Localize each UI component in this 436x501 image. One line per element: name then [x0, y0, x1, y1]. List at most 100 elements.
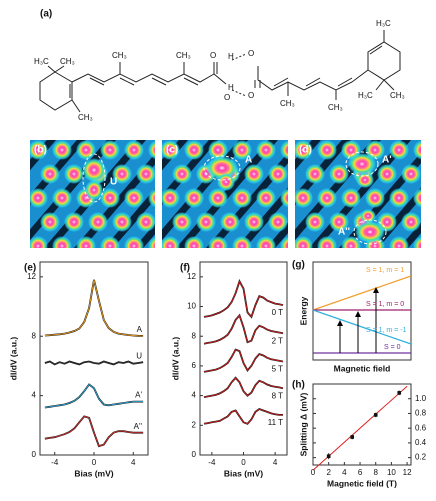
stm-spot — [317, 188, 337, 208]
stm-spot — [162, 188, 180, 208]
series-label: 2 T — [272, 336, 284, 345]
x-tick-label: 0 — [241, 458, 246, 467]
y-tick-label: 0.8 — [415, 409, 427, 418]
panel-label: (c) — [166, 145, 178, 156]
stm-spot — [413, 188, 421, 208]
series-label: 0 T — [272, 308, 284, 317]
y-tick-label: 10 — [187, 302, 196, 311]
stm-spot — [124, 236, 144, 248]
atom-label: CH₃ — [280, 99, 295, 108]
stm-spot — [30, 188, 48, 208]
stm-spot — [124, 188, 144, 208]
atom-label: H₃C — [376, 19, 391, 28]
stm-spot — [280, 236, 288, 248]
x-tick-label: 6 — [358, 468, 363, 477]
stm-spot — [112, 212, 132, 232]
stm-spot — [136, 212, 155, 232]
series-label: A' — [135, 391, 142, 400]
stm-spot — [148, 236, 155, 248]
y-axis-label: dI/dV (a.u.) — [170, 337, 180, 381]
y-tick-label: 8 — [192, 331, 197, 340]
panel-label: (b) — [34, 145, 47, 156]
atom-labels: H₃C CH₃ CH₃ CH₃ CH₃ O H O H O O CH₃ CH₃ … — [34, 19, 405, 122]
atom-label: O — [224, 93, 230, 102]
stm-spot — [196, 212, 216, 232]
atom-label: CH₃ — [328, 103, 343, 112]
stm-spot — [40, 164, 60, 184]
stm-spot — [52, 236, 72, 248]
stm-image — [30, 140, 155, 248]
x-tick-label: 4 — [131, 458, 136, 467]
stm-spot — [148, 188, 155, 208]
stm-molecule — [217, 173, 235, 191]
stm-spot — [341, 188, 361, 208]
stm-spot — [172, 164, 192, 184]
stm-spot — [280, 140, 288, 160]
stm-spot — [295, 140, 313, 160]
stm-spot — [305, 212, 325, 232]
x-axis-label: Magnetic field (T) — [327, 478, 397, 488]
y-tick-label: 4 — [32, 391, 37, 400]
data-line — [44, 415, 144, 448]
stm-spot — [329, 164, 349, 184]
panel-label: (g) — [292, 260, 305, 271]
series-label: U — [136, 351, 142, 360]
stm-image — [162, 140, 288, 248]
stm-spot — [100, 140, 120, 160]
stm-spot — [64, 164, 84, 184]
x-tick-label: -4 — [208, 458, 216, 467]
marker-label: A — [245, 155, 252, 166]
y-tick-label: 0 — [192, 450, 197, 459]
stm-spot — [317, 236, 337, 248]
atom-label: H₃C — [358, 91, 373, 100]
stm-trench — [398, 222, 421, 248]
fit-line — [203, 349, 284, 373]
marker-label: U — [110, 177, 117, 188]
y-tick-label: 0.2 — [415, 453, 427, 462]
stm-spot — [64, 212, 84, 232]
atom-label: O — [210, 51, 216, 60]
point — [326, 454, 331, 458]
stm-spot — [232, 140, 252, 160]
panel-label: (a) — [40, 9, 52, 20]
stm-spot — [256, 188, 276, 208]
stm-spot — [184, 140, 204, 160]
y-tick-label: 1.0 — [415, 394, 427, 403]
stm-spot — [377, 164, 397, 184]
y-tick-label: 8 — [32, 331, 37, 340]
y-tick-label: 6 — [192, 361, 197, 370]
stm-spot — [389, 140, 409, 160]
stm-spot — [124, 140, 144, 160]
fit-line — [203, 314, 284, 345]
series-label: 8 T — [272, 391, 284, 400]
stm-spot — [162, 140, 180, 160]
level-label: S = 1, m = 0 — [366, 301, 404, 308]
x-tick-label: 0 — [311, 468, 316, 477]
stm-spot — [413, 140, 421, 160]
atom-label: CH₃ — [78, 113, 93, 122]
stm-spot — [40, 212, 60, 232]
stm-spot — [413, 236, 421, 248]
point — [397, 391, 402, 395]
plot-frame — [312, 383, 412, 466]
marker-label: A'' — [338, 227, 350, 238]
level-label: S = 0 — [384, 344, 401, 351]
stm-spot — [295, 188, 313, 208]
atom-label: CH₃ — [176, 51, 191, 60]
stm-spot — [162, 236, 180, 248]
stm-spot — [52, 140, 72, 160]
stm-spot — [389, 236, 409, 248]
stm-spot — [305, 164, 325, 184]
stm-spot — [232, 236, 252, 248]
stm-molecule — [355, 221, 385, 243]
fit-line — [44, 415, 144, 447]
stm-spot — [401, 212, 421, 232]
stm-trench — [425, 130, 436, 258]
x-axis-label: Magnetic field — [334, 363, 391, 373]
stm-spot — [76, 140, 96, 160]
atom-label: CH₃ — [390, 91, 405, 100]
stm-spot — [52, 188, 72, 208]
stm-spot — [184, 236, 204, 248]
stm-spot — [365, 188, 385, 208]
